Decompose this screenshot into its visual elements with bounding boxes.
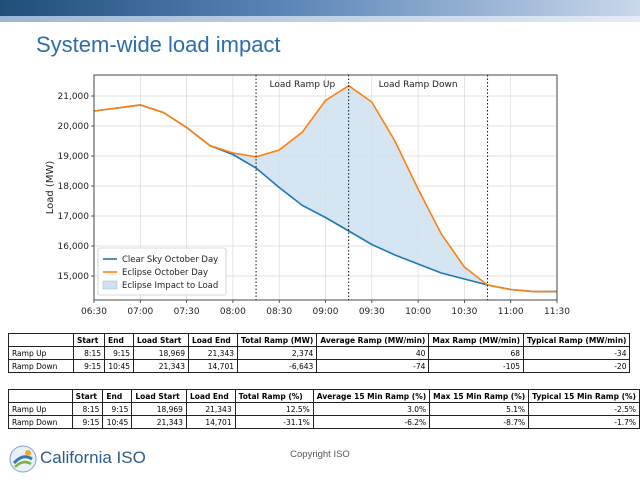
- x-tick-label: 09:30: [359, 307, 385, 317]
- x-tick-label: 09:00: [313, 307, 339, 317]
- eclipse-line: [93, 84, 557, 293]
- y-tick-label: 21,000: [58, 92, 90, 102]
- legend-label: Eclipse October Day: [122, 268, 208, 278]
- header-cell: Average 15 Min Ramp (%): [312, 389, 431, 403]
- cell-load-end: 14,701: [188, 359, 238, 373]
- cell-average-ramp: -74: [316, 359, 430, 373]
- cell-max-15min-ramp: 5.1%: [429, 402, 530, 416]
- cell-load-end: 14,701: [185, 415, 236, 429]
- x-tick-label: 06:30: [81, 307, 107, 317]
- table-row: Ramp Down 9:15 10:45 21,343 14,701 -31.1…: [8, 415, 640, 429]
- cell-end: 10:45: [104, 359, 134, 373]
- header-cell: End: [104, 333, 134, 347]
- y-tick-label: 16,000: [58, 242, 90, 252]
- cell-total-ramp-pct: -31.1%: [234, 415, 314, 429]
- x-tick-label: 11:30: [544, 307, 570, 317]
- cell-average-15min-ramp: -6.2%: [312, 415, 431, 429]
- legend-swatch: [102, 280, 118, 290]
- header-cell: Total Ramp (MW): [236, 333, 318, 347]
- y-tick-label: 17,000: [58, 212, 90, 222]
- brand-name: California ISO: [40, 448, 146, 467]
- cell-typical-15min-ramp: -1.7%: [528, 415, 640, 429]
- cell-end: 9:15: [104, 346, 134, 360]
- x-tick-label: 07:00: [127, 307, 153, 317]
- x-tick-label: 10:00: [405, 307, 431, 317]
- table-row: Ramp Down 9:15 10:45 21,343 14,701 -6,64…: [8, 359, 631, 373]
- header-cell: Average Ramp (MW/min): [316, 333, 430, 347]
- legend-box: [97, 247, 227, 296]
- cell-load-end: 21,343: [188, 346, 238, 360]
- legend-label: Clear Sky October Day: [122, 255, 218, 265]
- cell-max-ramp: 68: [428, 346, 525, 360]
- header-cell: Max 15 Min Ramp (%): [429, 389, 530, 403]
- header-cell: Load End: [188, 333, 238, 347]
- header-cell: Start: [73, 333, 105, 347]
- cell-load-start: 18,969: [131, 402, 187, 416]
- ramp-annotation-label: Load Ramp Down: [379, 80, 458, 90]
- header-cell: Typical Ramp (MW/min): [523, 333, 631, 347]
- table-header-row: Start End Load Start Load End Total Ramp…: [8, 333, 631, 347]
- table-header-row: Start End Load Start Load End Total Ramp…: [8, 389, 640, 403]
- row-label: Ramp Down: [8, 359, 74, 373]
- cell-start: 9:15: [73, 359, 105, 373]
- y-tick-label: 20,000: [58, 122, 90, 132]
- cell-load-end: 21,343: [185, 402, 236, 416]
- x-tick-label: 07:30: [174, 307, 200, 317]
- row-label: Ramp Down: [8, 415, 73, 429]
- row-label: Ramp Up: [8, 402, 73, 416]
- cell-typical-ramp: -34: [523, 346, 631, 360]
- cell-load-start: 18,969: [133, 346, 189, 360]
- header-cell: Load Start: [133, 333, 189, 347]
- header-cell: [8, 389, 73, 403]
- ramp-mw-table: Start End Load Start Load End Total Ramp…: [8, 333, 631, 373]
- ramp-percent-table: Start End Load Start Load End Total Ramp…: [8, 389, 640, 429]
- cell-load-start: 21,343: [131, 415, 187, 429]
- row-label: Ramp Up: [8, 346, 74, 360]
- header-cell: [8, 333, 74, 347]
- x-tick-label: 08:30: [266, 307, 292, 317]
- header-cell: Load End: [185, 389, 236, 403]
- y-tick-label: 18,000: [58, 182, 90, 192]
- y-tick-label: 19,000: [58, 152, 90, 162]
- cell-typical-ramp: -20: [523, 359, 631, 373]
- california-iso-logo-icon: [9, 445, 37, 473]
- page-title: System-wide load impact: [36, 32, 281, 57]
- cell-average-15min-ramp: 3.0%: [312, 402, 431, 416]
- cell-typical-15min-ramp: -2.5%: [528, 402, 640, 416]
- cell-end: 9:15: [102, 402, 133, 416]
- load-impact-chart: 06:30 07:00 07:30 08:00 08:30 09:00 09:30 10:00…: [45, 74, 570, 317]
- cell-max-15min-ramp: -8.7%: [429, 415, 530, 429]
- cell-end: 10:45: [102, 415, 133, 429]
- header-cell: Start: [71, 389, 104, 403]
- legend-label: Eclipse Impact to Load: [122, 281, 218, 291]
- table-row: Ramp Up 8:15 9:15 18,969 21,343 12.5% 3.…: [8, 402, 640, 416]
- x-tick-label: 11:00: [498, 307, 524, 317]
- table-row: Ramp Up 8:15 9:15 18,969 21,343 2,374 40…: [8, 346, 631, 360]
- cell-load-start: 21,343: [133, 359, 189, 373]
- ramp-annotation-label: Load Ramp Up: [270, 80, 336, 90]
- header-cell: Max Ramp (MW/min): [428, 333, 525, 347]
- y-tick-label: 15,000: [58, 272, 90, 282]
- copyright-text: Copyright ISO: [290, 449, 350, 460]
- cell-start: 9:15: [71, 415, 104, 429]
- header-cell: Typical 15 Min Ramp (%): [528, 389, 640, 403]
- header-cell: End: [102, 389, 133, 403]
- cell-start: 8:15: [71, 402, 104, 416]
- cell-total-ramp-pct: 12.5%: [234, 402, 314, 416]
- y-axis-label: Load (MW): [45, 161, 56, 215]
- header-cell: Total Ramp (%): [234, 389, 314, 403]
- header-cell: Load Start: [131, 389, 187, 403]
- header-bar-shine: [0, 16, 640, 22]
- eclipse-impact-area: [94, 85, 557, 292]
- plot-frame: [93, 74, 558, 301]
- cell-average-ramp: 40: [316, 346, 430, 360]
- x-tick-label: 10:30: [451, 307, 477, 317]
- cell-start: 8:15: [73, 346, 105, 360]
- cell-total-ramp: 2,374: [236, 346, 318, 360]
- cell-max-ramp: -105: [428, 359, 525, 373]
- x-tick-label: 08:00: [220, 307, 246, 317]
- cell-total-ramp: -6,643: [236, 359, 318, 373]
